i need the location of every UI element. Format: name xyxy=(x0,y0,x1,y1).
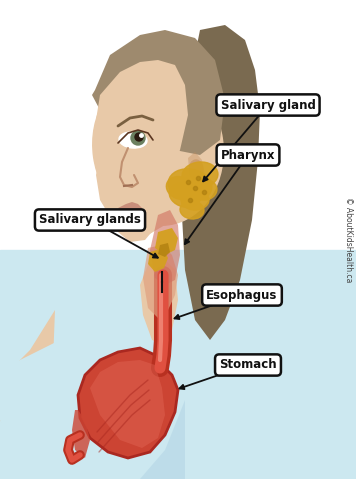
Polygon shape xyxy=(140,260,178,345)
Polygon shape xyxy=(118,215,155,242)
Text: Salivary gland: Salivary gland xyxy=(221,99,315,112)
Polygon shape xyxy=(150,210,180,285)
Polygon shape xyxy=(0,310,120,470)
Ellipse shape xyxy=(182,162,218,188)
Polygon shape xyxy=(92,30,225,155)
Polygon shape xyxy=(148,248,168,272)
Polygon shape xyxy=(143,245,178,318)
Polygon shape xyxy=(270,290,356,430)
Polygon shape xyxy=(0,295,356,479)
Ellipse shape xyxy=(183,155,205,185)
Ellipse shape xyxy=(168,169,212,201)
Text: Pharynx: Pharynx xyxy=(221,148,275,161)
Polygon shape xyxy=(0,250,356,479)
Text: Salivary glands: Salivary glands xyxy=(39,214,141,227)
Polygon shape xyxy=(78,348,178,458)
Ellipse shape xyxy=(119,132,147,148)
Ellipse shape xyxy=(166,177,194,199)
Polygon shape xyxy=(155,228,178,255)
Ellipse shape xyxy=(131,131,145,145)
Ellipse shape xyxy=(180,201,204,219)
Ellipse shape xyxy=(93,71,223,225)
Polygon shape xyxy=(90,360,165,448)
Polygon shape xyxy=(180,25,260,340)
Ellipse shape xyxy=(189,160,203,180)
Ellipse shape xyxy=(193,180,217,200)
Polygon shape xyxy=(72,410,90,458)
Text: © AboutKidsHealth.ca: © AboutKidsHealth.ca xyxy=(345,197,354,283)
Polygon shape xyxy=(118,202,142,216)
Ellipse shape xyxy=(135,133,143,141)
Polygon shape xyxy=(0,310,55,479)
Text: Esophagus: Esophagus xyxy=(206,288,278,301)
Polygon shape xyxy=(96,60,188,188)
Polygon shape xyxy=(140,400,185,479)
Text: Stomach: Stomach xyxy=(219,358,277,372)
Polygon shape xyxy=(0,285,356,479)
Polygon shape xyxy=(96,155,172,235)
Polygon shape xyxy=(305,310,356,479)
Polygon shape xyxy=(158,243,170,257)
Polygon shape xyxy=(188,152,205,185)
Ellipse shape xyxy=(181,190,209,210)
Ellipse shape xyxy=(169,182,201,207)
